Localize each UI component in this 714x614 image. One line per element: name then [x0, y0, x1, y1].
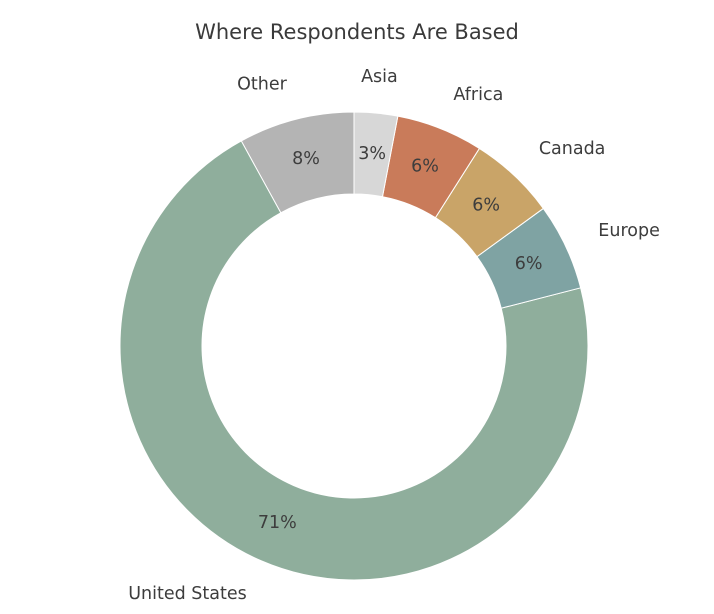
slice-united-states: [119, 140, 589, 581]
pct-label-asia: 3%: [358, 144, 386, 164]
pct-label-africa: 6%: [411, 157, 439, 177]
category-label-other: Other: [237, 74, 287, 94]
pct-label-canada: 6%: [472, 195, 500, 215]
category-label-united-states: United States: [128, 584, 247, 604]
category-label-africa: Africa: [453, 85, 503, 105]
category-label-asia: Asia: [361, 67, 398, 87]
pct-label-united-states: 71%: [258, 513, 297, 533]
pct-label-other: 8%: [292, 149, 320, 169]
category-label-canada: Canada: [539, 139, 606, 159]
pct-label-europe: 6%: [515, 254, 543, 274]
chart-title: Where Respondents Are Based: [195, 20, 519, 44]
category-label-europe: Europe: [598, 221, 660, 241]
slice-asia: [353, 111, 399, 198]
